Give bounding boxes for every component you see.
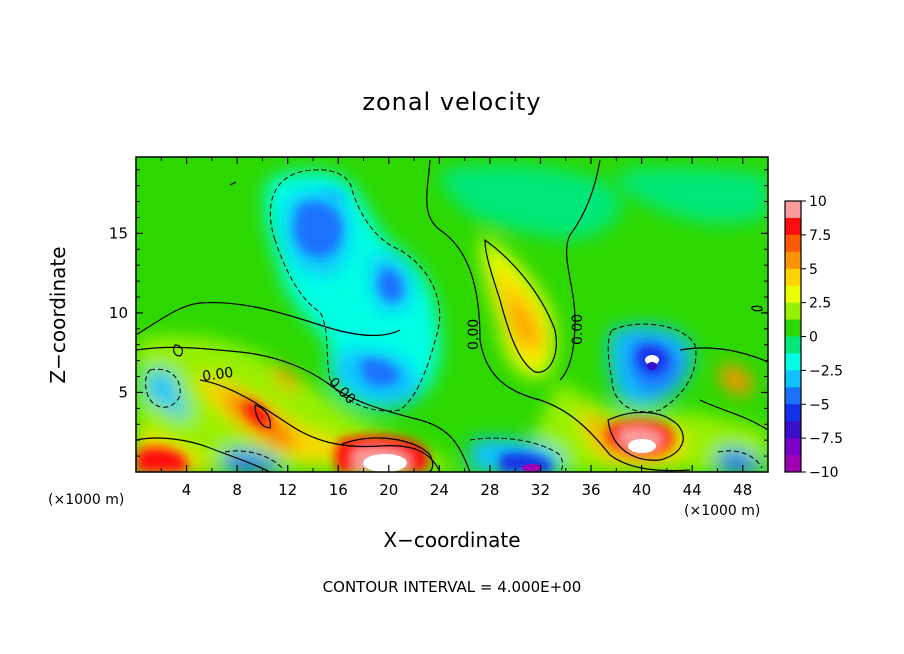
y-tick-label: 5 [118, 383, 128, 401]
y-tick-label: 10 [109, 304, 128, 322]
x-tick-label: 24 [430, 481, 449, 499]
colorbar-tick-label: 0 [809, 330, 818, 346]
x-axis-label: X−coordinate [383, 528, 521, 552]
colorbar-tick-label: −10 [809, 465, 839, 481]
x-tick-label: 8 [232, 481, 242, 499]
colorbar-tick-label: 7.5 [809, 228, 831, 244]
colorbar-swatch [785, 302, 801, 321]
colorbar-tick-label: −5 [809, 397, 830, 413]
x-axis: 4 8 12 16 20 24 28 32 36 40 44 48 [160, 157, 752, 499]
x-tick-label: 12 [278, 481, 297, 499]
y-tick-label: 15 [109, 224, 128, 242]
colorbar-swatch [785, 353, 801, 371]
colorbar-tick-label: −7.5 [809, 431, 843, 447]
x-unit-label-right: (×1000 m) [684, 503, 761, 519]
contour-label: 0.00 [466, 319, 482, 350]
x-tick-label: 20 [379, 481, 398, 499]
colorbar-swatch [785, 201, 801, 219]
colorbar: 10 7.5 5 2.5 0 −2.5 −5 −7.5 −10 [784, 194, 843, 481]
colorbar-swatch [785, 217, 801, 236]
colorbar-swatch [785, 438, 801, 456]
y-axis: 5 10 15 [109, 169, 768, 457]
plot-frame [135, 156, 769, 473]
colorbar-swatch [785, 336, 801, 354]
x-tick-label: 32 [531, 481, 550, 499]
colorbar-tick-label: 10 [809, 194, 827, 210]
x-tick-label: 16 [329, 481, 348, 499]
colorbar-swatch [785, 234, 801, 253]
colorbar-swatch [785, 285, 801, 304]
colorbar-swatch [785, 455, 801, 473]
contour-interval-note: CONTOUR INTERVAL = 4.000E+00 [322, 578, 582, 596]
colorbar-tick-label: −2.5 [809, 363, 843, 379]
colorbar-swatch [785, 387, 801, 405]
x-tick-label: 44 [683, 481, 702, 499]
x-tick-label: 28 [480, 481, 499, 499]
chart-title: zonal velocity [362, 88, 542, 116]
colorbar-tick-label: 5 [809, 262, 818, 278]
velocity-field [136, 157, 768, 472]
contour-label: 0.00 [201, 365, 234, 385]
colorbar-swatch [785, 404, 801, 422]
x-tick-label: 40 [632, 481, 651, 499]
colorbar-swatch [785, 370, 801, 388]
colorbar-swatch [785, 251, 801, 270]
colorbar-tick-label: 2.5 [809, 296, 831, 312]
colorbar-swatch [785, 421, 801, 439]
colorbar-swatch [785, 319, 801, 337]
x-unit-label-left: (×1000 m) [48, 492, 125, 508]
x-tick-label: 36 [581, 481, 600, 499]
y-axis-label: Z−coordinate [46, 246, 70, 384]
contour-label: 0.00 [570, 314, 586, 345]
colorbar-swatch [785, 268, 801, 287]
x-tick-label: 4 [182, 481, 192, 499]
x-tick-label: 48 [733, 481, 752, 499]
